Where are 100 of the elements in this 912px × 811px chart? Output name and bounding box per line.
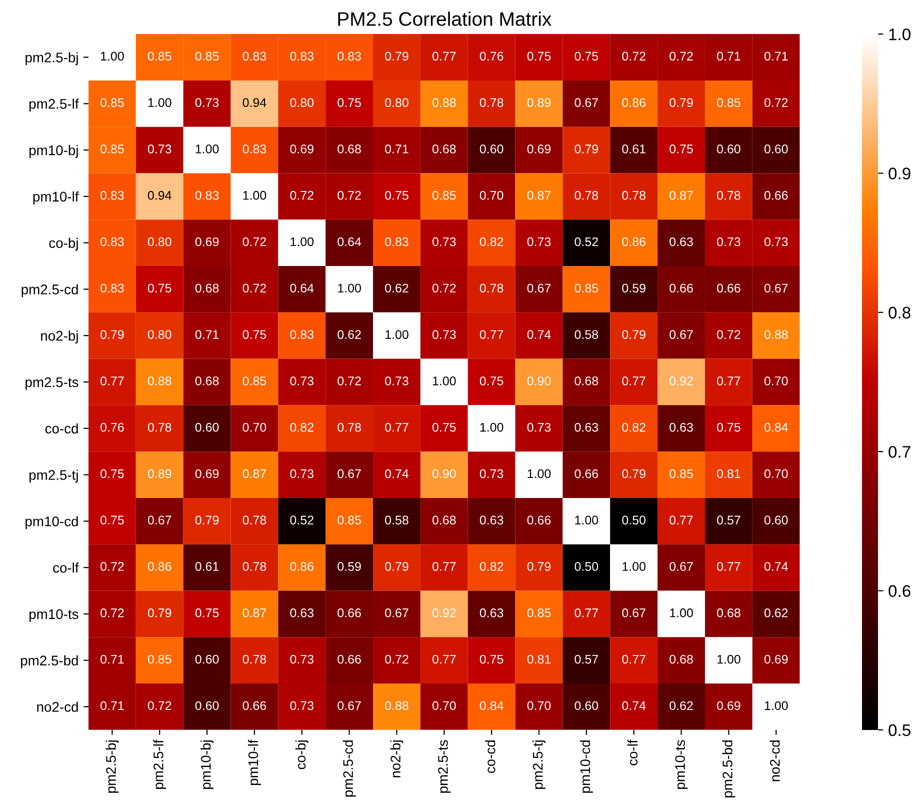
data-label: 1.00 bbox=[670, 608, 693, 618]
data-label: 0.79 bbox=[574, 144, 598, 154]
data-label: 0.83 bbox=[195, 190, 219, 200]
data-label: 0.84 bbox=[764, 422, 788, 432]
data-label: 0.79 bbox=[100, 330, 124, 339]
data-label: 1.00 bbox=[764, 701, 788, 710]
data-label: 0.82 bbox=[622, 422, 646, 432]
data-label: 0.85 bbox=[148, 52, 172, 61]
data-label: 0.69 bbox=[290, 144, 314, 154]
color-bar-label: 0.8 bbox=[888, 306, 910, 319]
data-label: 0.83 bbox=[290, 330, 314, 339]
data-label: 0.52 bbox=[574, 237, 598, 246]
data-label: 0.68 bbox=[717, 608, 740, 618]
color-bar-label: 0.9 bbox=[888, 168, 910, 180]
data-label: 0.67 bbox=[385, 608, 408, 618]
data-label: 0.58 bbox=[385, 516, 408, 525]
data-label: 0.74 bbox=[622, 701, 646, 710]
data-label: 0.76 bbox=[480, 52, 504, 61]
data-label: 0.79 bbox=[195, 516, 219, 525]
data-label: 0.83 bbox=[100, 237, 124, 246]
data-label: 0.78 bbox=[338, 422, 361, 432]
data-label: 0.75 bbox=[432, 422, 456, 432]
data-label: 0.57 bbox=[574, 654, 598, 664]
data-label: 0.78 bbox=[242, 516, 266, 525]
data-label: 0.75 bbox=[670, 144, 693, 154]
data-label: 0.77 bbox=[100, 376, 124, 386]
color-bar-label: 0.7 bbox=[888, 446, 910, 458]
x-tick-label: pm2.5-tj bbox=[532, 740, 546, 789]
data-label: 0.81 bbox=[527, 654, 551, 664]
data-label: 0.63 bbox=[480, 608, 504, 618]
data-label: 1.00 bbox=[528, 469, 551, 478]
data-label: 0.63 bbox=[670, 422, 693, 432]
data-label: 0.69 bbox=[195, 237, 219, 246]
data-label: 0.78 bbox=[574, 190, 598, 200]
data-label: 0.94 bbox=[148, 190, 172, 200]
data-label: 0.77 bbox=[622, 376, 646, 386]
data-label: 0.60 bbox=[480, 144, 504, 154]
data-label: 0.58 bbox=[574, 330, 598, 339]
y-tick-label: pm2.5-cd bbox=[22, 284, 78, 298]
data-label: 0.87 bbox=[670, 190, 693, 200]
data-label: 0.85 bbox=[100, 144, 124, 154]
data-label: 0.71 bbox=[764, 52, 788, 61]
data-label: 0.83 bbox=[338, 52, 361, 61]
y-tick-label: no2-bj bbox=[41, 330, 78, 344]
data-label: 0.88 bbox=[432, 98, 456, 107]
data-label: 0.66 bbox=[670, 284, 693, 293]
data-label: 0.78 bbox=[480, 98, 504, 107]
data-label: 0.73 bbox=[717, 237, 740, 246]
data-label: 0.52 bbox=[290, 516, 314, 525]
data-label: 0.67 bbox=[148, 516, 172, 525]
y-tick-label: pm2.5-bj bbox=[26, 52, 78, 66]
data-label: 0.75 bbox=[195, 608, 219, 618]
data-label: 0.75 bbox=[100, 469, 124, 478]
data-label: 0.68 bbox=[432, 516, 456, 525]
color-bar-label: 1.0 bbox=[889, 28, 910, 40]
data-label: 0.74 bbox=[764, 562, 788, 571]
data-label: 0.77 bbox=[574, 608, 598, 618]
data-label: 0.75 bbox=[574, 52, 598, 61]
data-label: 0.60 bbox=[195, 422, 219, 432]
data-label: 0.72 bbox=[764, 98, 788, 107]
y-tick-label: co-bj bbox=[49, 238, 78, 251]
x-tick-label: co-lf bbox=[627, 740, 638, 766]
data-label: 0.63 bbox=[290, 608, 314, 618]
data-label: 1.00 bbox=[575, 516, 598, 525]
data-label: 0.83 bbox=[100, 284, 124, 293]
x-tick-label: pm10-cd bbox=[580, 740, 593, 793]
data-label: 0.79 bbox=[622, 330, 646, 339]
data-label: 0.60 bbox=[764, 516, 788, 525]
data-label: 0.67 bbox=[574, 98, 598, 107]
data-label: 0.72 bbox=[338, 190, 361, 200]
data-label: 0.85 bbox=[670, 469, 693, 478]
data-label: 0.80 bbox=[148, 330, 172, 339]
data-label: 0.60 bbox=[195, 701, 219, 710]
x-tick-label: co-cd bbox=[485, 740, 496, 773]
x-tick-label: pm2.5-bj bbox=[106, 740, 119, 793]
data-label: 0.83 bbox=[290, 52, 314, 61]
y-tick-label: pm2.5-tj bbox=[29, 470, 78, 483]
y-tick-label: pm10-bj bbox=[29, 145, 78, 158]
data-label: 1.00 bbox=[717, 654, 740, 664]
data-label: 0.78 bbox=[717, 190, 740, 200]
data-label: 1.00 bbox=[148, 98, 172, 107]
data-label: 0.68 bbox=[195, 376, 219, 386]
y-tick-label: co-lf bbox=[53, 562, 79, 573]
data-label: 0.72 bbox=[338, 376, 361, 386]
data-label: 0.67 bbox=[670, 330, 693, 339]
data-label: 0.88 bbox=[764, 330, 788, 339]
data-label: 0.87 bbox=[242, 469, 266, 478]
data-label: 0.72 bbox=[432, 284, 456, 293]
y-tick-label: co-cd bbox=[45, 423, 78, 434]
x-tick-label: pm2.5-cd bbox=[342, 740, 356, 797]
data-label: 0.77 bbox=[480, 330, 504, 339]
data-label: 0.60 bbox=[717, 144, 740, 154]
y-tick-label: pm2.5-bd bbox=[20, 655, 78, 668]
data-label: 0.63 bbox=[574, 422, 598, 432]
data-label: 0.79 bbox=[527, 562, 551, 571]
data-label: 0.73 bbox=[527, 422, 551, 432]
data-label: 0.78 bbox=[622, 190, 646, 200]
data-label: 0.86 bbox=[290, 562, 314, 571]
data-label: 0.73 bbox=[195, 98, 219, 107]
data-label: 0.64 bbox=[290, 284, 314, 293]
